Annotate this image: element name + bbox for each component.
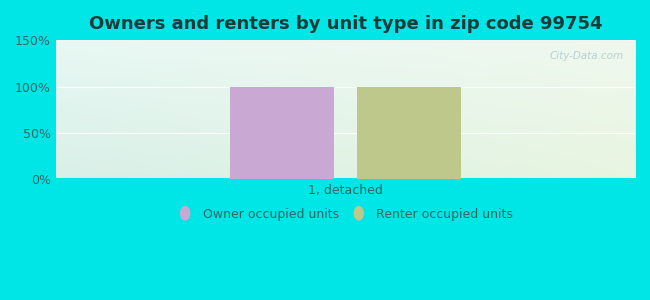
Legend: Owner occupied units, Renter occupied units: Owner occupied units, Renter occupied un…	[173, 203, 518, 226]
Bar	[357, 87, 462, 179]
Text: City-Data.com: City-Data.com	[549, 51, 623, 61]
Title: Owners and renters by unit type in zip code 99754: Owners and renters by unit type in zip c…	[88, 15, 602, 33]
Bar	[229, 87, 334, 179]
